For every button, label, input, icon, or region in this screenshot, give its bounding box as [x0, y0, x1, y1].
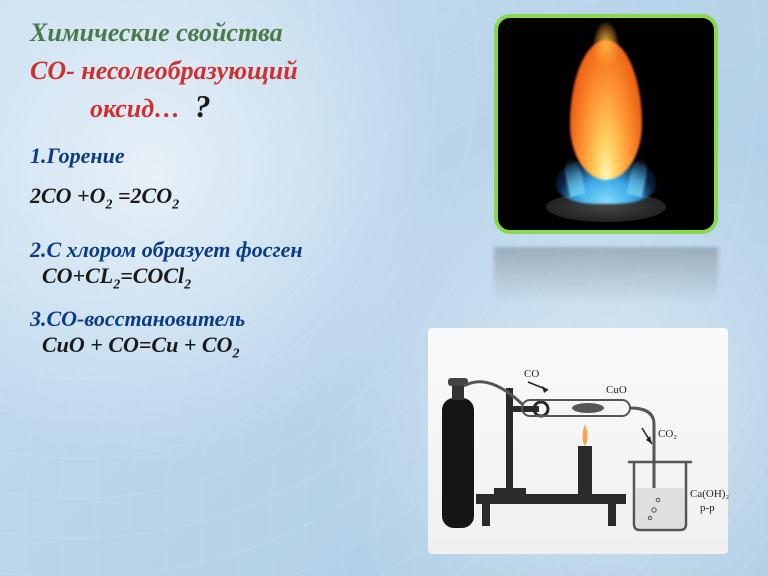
subtitle-oxid: оксид… — [90, 94, 180, 123]
label-co2: CO₂ — [658, 428, 677, 440]
slide-title: Химические свойства — [30, 18, 738, 48]
subtitle-line2: оксид… ? — [90, 88, 738, 125]
equation-2: СО+СL2=СОСl2 — [42, 263, 738, 293]
section-3-heading: 3.СО-восстановитель — [30, 306, 738, 332]
label-caoh2: Ca(OH)₂ — [690, 488, 729, 500]
subtitle-line1: СО- несолеобразующий — [30, 56, 738, 86]
equation-1: 2СО +О2 =2СО2 — [30, 183, 738, 213]
section-2-heading: 2.С хлором образует фосген — [30, 237, 738, 263]
label-solution: р-р — [700, 502, 715, 514]
section-1-heading: 1.Горение — [30, 143, 738, 169]
equation-3: CuO + CO=Cu + CO2 — [42, 332, 738, 362]
question-mark: ? — [195, 88, 211, 124]
